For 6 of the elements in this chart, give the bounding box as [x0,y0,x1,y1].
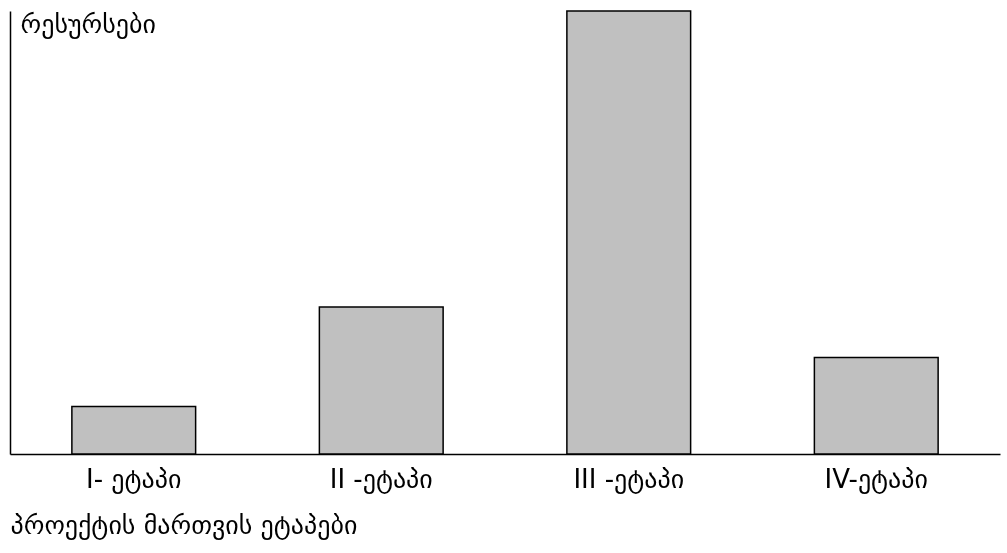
x-tick-label: III -ეტაპი [573,463,685,494]
x-tick-label: II -ეტაპი [329,463,433,494]
x-tick-label: IV-ეტაპი [824,463,928,494]
y-axis-title: რესურსები [20,8,156,39]
x-tick-label: I- ეტაპი [86,463,182,494]
x-axis-title: პროექტის მართვის ეტაპები [10,509,358,540]
